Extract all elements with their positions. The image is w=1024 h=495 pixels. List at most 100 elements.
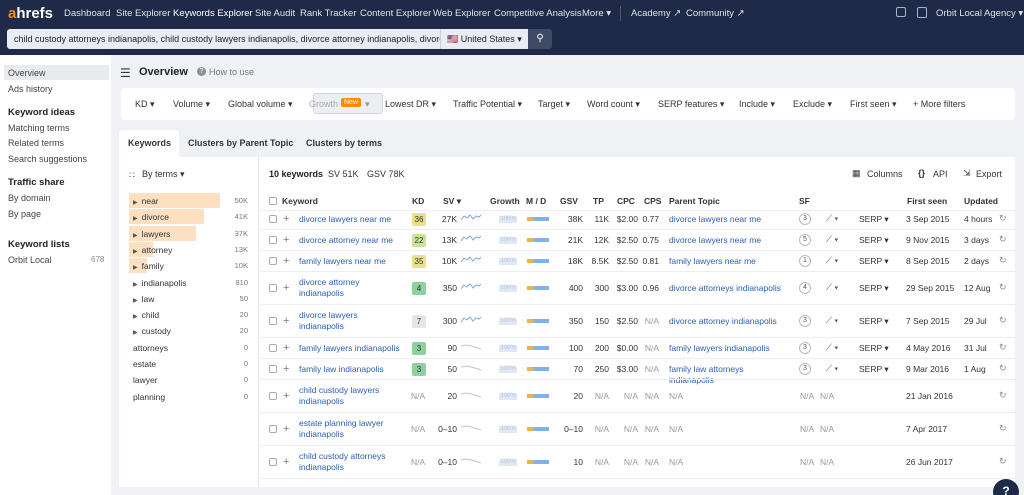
col-tp[interactable]: TP [593,196,604,206]
trend-chart-icon[interactable]: ⟋ ▾ [826,362,839,373]
add-to-list-icon[interactable]: + [283,212,290,225]
nav-dashboard[interactable]: Dashboard [64,8,111,19]
keyword-link[interactable]: divorce lawyers near me [299,213,392,224]
filter-kd[interactable]: KD ▾ [135,99,155,109]
col-cpc[interactable]: CPC [617,196,635,206]
by-terms-dropdown[interactable]: By terms ▾ [142,169,185,179]
col-sf[interactable]: SF [799,196,810,206]
keyword-link[interactable]: family lawyers near me [299,255,386,266]
row-checkbox[interactable] [269,316,277,325]
export-button[interactable]: Export [976,169,1003,179]
term-item[interactable]: ▶ custody 20 [129,323,250,338]
refresh-icon[interactable]: ↻ [999,362,1007,373]
add-to-list-icon[interactable]: + [283,314,290,327]
refresh-icon[interactable]: ↻ [999,455,1007,466]
col-parent-topic[interactable]: Parent Topic [669,196,720,206]
trend-chart-icon[interactable]: ⟋ ▾ [826,233,839,244]
nav-keywords-explorer[interactable]: Keywords Explorer [173,8,253,19]
nav-more[interactable]: More ▾ [582,8,612,19]
parent-topic-link[interactable]: family lawyers near me [669,255,756,266]
serp-dropdown[interactable]: SERP ▾ [859,315,889,326]
col-gsv[interactable]: GSV [560,196,578,206]
serp-dropdown[interactable]: SERP ▾ [859,342,889,353]
filter-serp-features[interactable]: SERP features ▾ [658,99,725,109]
sidebar-item-matching-terms[interactable]: Matching terms [8,123,70,133]
term-item[interactable]: ▶ divorce 41K [129,209,250,225]
keyword-search-input[interactable]: child custody attorneys indianapolis, ch… [7,29,440,49]
columns-button[interactable]: Columns [867,169,903,179]
more-filters-button[interactable]: + More filters [913,99,966,109]
search-button[interactable]: ⚲ [528,29,552,49]
parent-topic-link[interactable]: divorce lawyers near me [669,213,762,224]
parent-topic-link[interactable]: family lawyers indianapolis [669,342,770,353]
add-to-list-icon[interactable]: + [283,455,290,468]
col-updated[interactable]: Updated [964,196,998,206]
refresh-icon[interactable]: ↻ [999,341,1007,352]
add-to-list-icon[interactable]: + [283,362,290,375]
term-item[interactable]: ▶ attorney 13K [129,241,250,257]
filter-volume[interactable]: Volume ▾ [173,99,211,109]
help-chat-button[interactable]: ? [993,479,1019,495]
nav-site-audit[interactable]: Site Audit [255,8,296,19]
row-checkbox[interactable] [269,391,277,400]
term-item[interactable]: lawyer 0 [129,372,250,387]
trend-chart-icon[interactable]: ⟋ ▾ [826,281,839,292]
keyword-link[interactable]: family law indianapolis [299,363,384,374]
tab-clusters-terms[interactable]: Clusters by terms [306,138,383,148]
refresh-icon[interactable]: ↻ [999,254,1007,265]
row-checkbox[interactable] [269,214,277,223]
select-all-checkbox[interactable] [269,197,277,205]
window-icon[interactable] [896,7,906,17]
refresh-icon[interactable]: ↻ [999,422,1007,433]
serp-dropdown[interactable]: SERP ▾ [859,282,889,293]
term-item[interactable]: ▶ near 50K [129,193,250,208]
nav-content-explorer[interactable]: Content Explorer [360,8,432,19]
tab-keywords[interactable]: Keywords [119,130,179,157]
keyword-link[interactable]: divorce attorney near me [299,234,394,245]
country-select[interactable]: 🇺🇸 United States ▾ [440,29,528,49]
filter-exclude[interactable]: Exclude ▾ [793,99,833,109]
add-to-list-icon[interactable]: + [283,389,290,402]
tab-clusters-parent-topic[interactable]: Clusters by Parent Topic [188,138,294,148]
col-first-seen[interactable]: First seen [907,196,948,206]
add-to-list-icon[interactable]: + [283,281,290,294]
add-to-list-icon[interactable]: + [283,233,290,246]
parent-topic-link[interactable]: divorce attorneys indianapolis [669,282,781,293]
col-keyword[interactable]: Keyword [282,196,318,206]
term-item[interactable]: ▶ law 50 [129,291,250,306]
help-circle-icon[interactable]: ? [197,67,206,76]
row-checkbox[interactable] [269,283,277,292]
nav-community[interactable]: Community ↗ [686,8,745,19]
row-checkbox[interactable] [269,457,277,466]
add-to-list-icon[interactable]: + [283,422,290,435]
filter-global-volume[interactable]: Global volume ▾ [228,99,293,109]
row-checkbox[interactable] [269,235,277,244]
trend-chart-icon[interactable]: ⟋ ▾ [826,212,839,223]
sidebar-item-ads-history[interactable]: Ads history [8,84,53,94]
account-menu[interactable]: Orbit Local Agency ▾ [936,8,1024,19]
keyword-link[interactable]: child custody attorneys indianapolis [299,451,386,472]
nav-academy[interactable]: Academy ↗ [631,8,682,19]
col-md[interactable]: M / D [526,196,547,206]
refresh-icon[interactable]: ↻ [999,314,1007,325]
sidebar-item-related-terms[interactable]: Related terms [8,138,65,148]
serp-dropdown[interactable]: SERP ▾ [859,255,889,266]
refresh-icon[interactable]: ↻ [999,389,1007,400]
trend-chart-icon[interactable]: ⟋ ▾ [826,254,839,265]
filter-word-count[interactable]: Word count ▾ [587,99,640,109]
ahrefs-logo[interactable]: ahrefs [8,5,54,22]
sidebar-item-by-page[interactable]: By page [8,209,42,219]
col-sv[interactable]: SV ▾ [443,196,461,206]
nav-competitive-analysis[interactable]: Competitive Analysis [494,8,582,19]
term-item[interactable]: planning 0 [129,389,250,404]
serp-dropdown[interactable]: SERP ▾ [859,234,889,245]
document-icon[interactable] [917,7,927,18]
add-to-list-icon[interactable]: + [283,254,290,267]
nav-site-explorer[interactable]: Site Explorer [116,8,171,19]
col-kd[interactable]: KD [412,196,425,206]
api-button[interactable]: API [933,169,948,179]
col-growth[interactable]: Growth [490,196,520,206]
serp-dropdown[interactable]: SERP ▾ [859,363,889,374]
row-checkbox[interactable] [269,343,277,352]
filter-traffic-potential[interactable]: Traffic Potential ▾ [453,99,523,109]
